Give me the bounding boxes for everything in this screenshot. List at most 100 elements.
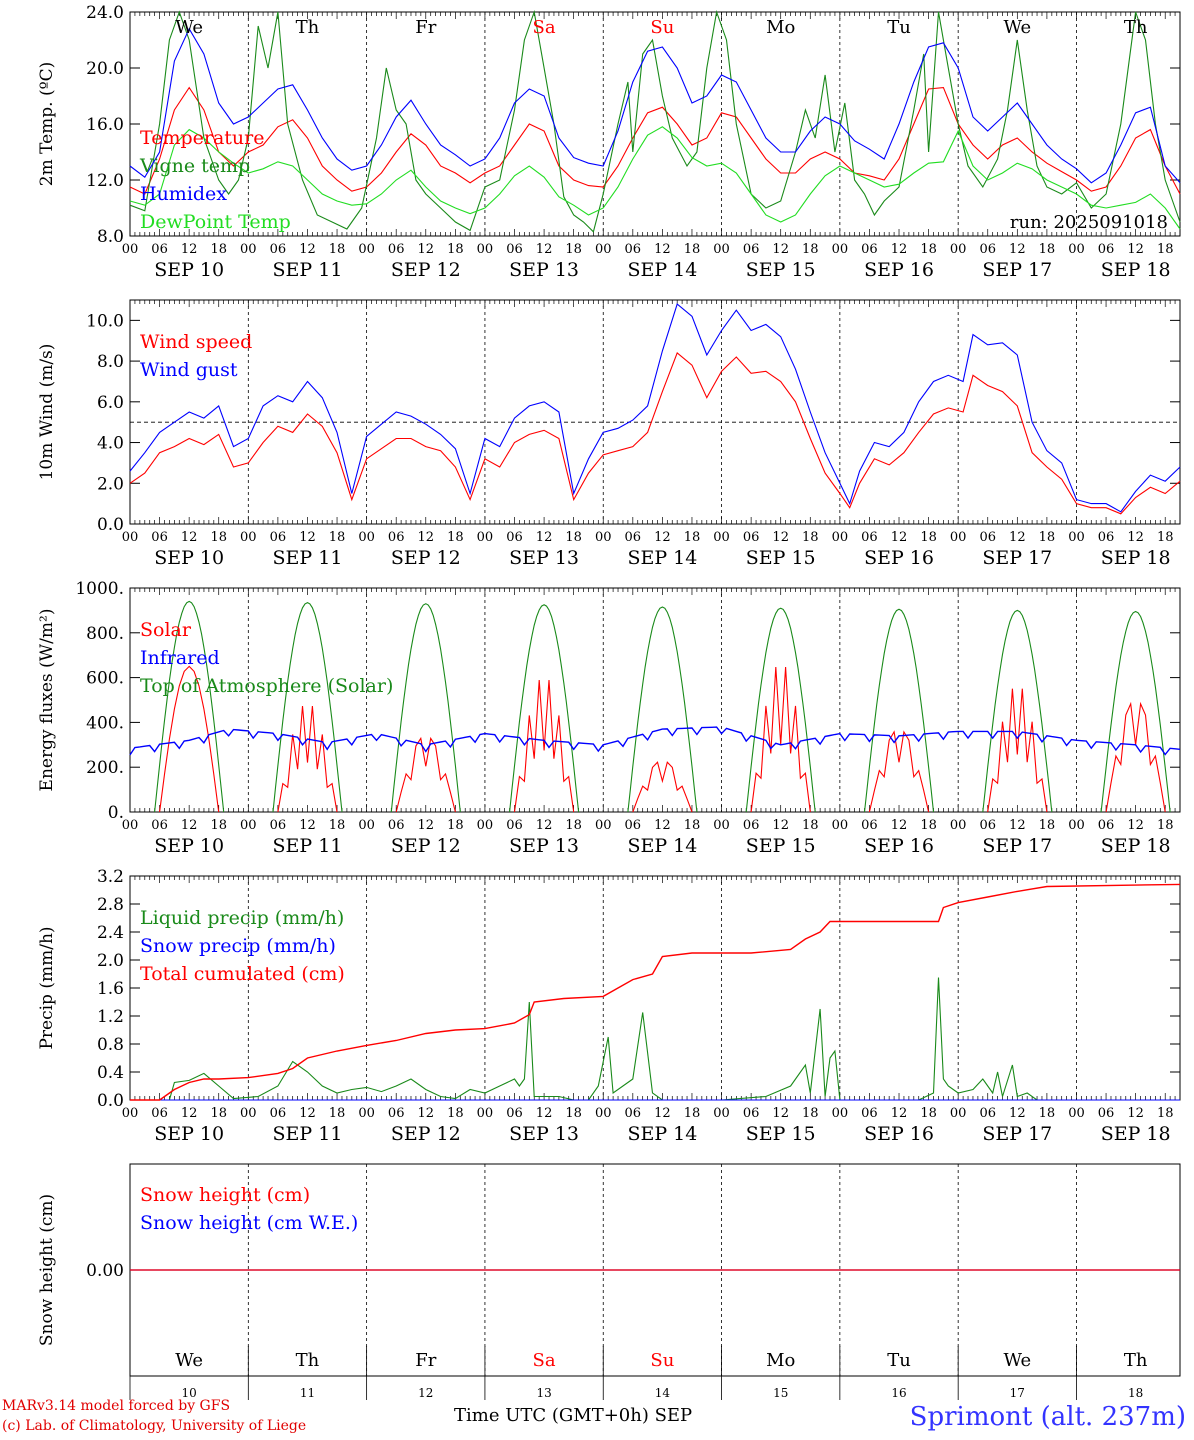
legend-dewpoint-temp: DewPoint Temp	[140, 211, 291, 233]
x-tick-label: 00	[832, 818, 849, 833]
x-tick-label: 00	[477, 1106, 494, 1121]
date-label: SEP 13	[509, 259, 579, 281]
date-label: SEP 15	[746, 1123, 816, 1145]
x-tick-label: 00	[358, 242, 375, 257]
date-label: SEP 12	[391, 547, 461, 569]
x-tick-label: 18	[684, 530, 701, 545]
x-tick-label: 06	[743, 530, 760, 545]
date-label: SEP 11	[273, 1123, 343, 1145]
date-label: SEP 10	[154, 835, 224, 857]
x-tick-label: 12	[299, 242, 316, 257]
date-label: SEP 10	[154, 1123, 224, 1145]
x-tick-label: 06	[506, 818, 523, 833]
x-tick-label: 18	[210, 530, 227, 545]
x-tick-label: 18	[1039, 818, 1056, 833]
panel-frame	[129, 587, 1181, 813]
x-tick-label: 06	[861, 242, 878, 257]
x-tick-label: 06	[1098, 530, 1115, 545]
y-tick-label: 2.0	[97, 951, 124, 971]
y-tick-label: 600.	[86, 669, 124, 689]
date-label: SEP 16	[864, 259, 934, 281]
x-tick-label: 00	[477, 530, 494, 545]
x-tick-label: 06	[979, 530, 996, 545]
x-tick-label: 06	[151, 1106, 168, 1121]
solar-curve	[277, 705, 338, 813]
toa-curve	[745, 607, 816, 813]
bottom-date: 15	[773, 1386, 788, 1400]
x-tick-label: 12	[1009, 818, 1026, 833]
y-tick-label: 800.	[86, 624, 124, 644]
day-name-label: Sa	[533, 17, 556, 38]
x-tick-label: 12	[418, 818, 435, 833]
x-tick-label: 18	[565, 1106, 582, 1121]
x-tick-label: 18	[1157, 530, 1174, 545]
x-tick-label: 12	[891, 530, 908, 545]
x-tick-label: 00	[950, 1106, 967, 1121]
x-tick-label: 06	[1098, 818, 1115, 833]
series-line	[129, 126, 1181, 230]
date-label: SEP 13	[509, 1123, 579, 1145]
x-tick-label: 00	[358, 818, 375, 833]
legend-infrared: Infrared	[140, 647, 220, 669]
x-tick-label: 18	[1039, 530, 1056, 545]
solar-curve	[1105, 701, 1166, 813]
x-tick-label: 18	[684, 818, 701, 833]
x-tick-label: 06	[979, 818, 996, 833]
x-tick-label: 18	[329, 1106, 346, 1121]
series-line	[130, 977, 1180, 1101]
x-tick-label: 06	[743, 1106, 760, 1121]
date-label: SEP 16	[864, 835, 934, 857]
legend-solar: Solar	[140, 619, 192, 641]
y-tick-label: 1.6	[97, 979, 124, 999]
y-tick-label: 4.0	[97, 434, 124, 454]
legend-wind-speed: Wind speed	[140, 331, 252, 353]
x-tick-label: 18	[920, 1106, 937, 1121]
x-tick-label: 00	[595, 818, 612, 833]
x-tick-label: 18	[802, 242, 819, 257]
x-tick-label: 06	[979, 242, 996, 257]
y-tick-label: 1000.	[75, 579, 124, 599]
legend-liquid-precip-mm-h: Liquid precip (mm/h)	[140, 907, 344, 929]
x-tick-label: 18	[1157, 1106, 1174, 1121]
solar-curve	[632, 761, 693, 813]
date-label: SEP 14	[627, 835, 697, 857]
date-label: SEP 13	[509, 547, 579, 569]
toa-curve	[390, 603, 461, 813]
x-tick-label: 00	[713, 818, 730, 833]
day-name-label: Su	[650, 17, 674, 38]
day-name-label: Fr	[415, 17, 436, 38]
toa-curve	[982, 609, 1053, 813]
series-line	[129, 27, 1181, 184]
date-label: SEP 18	[1101, 259, 1171, 281]
x-tick-label: 18	[447, 1106, 464, 1121]
y-tick-label: 2.4	[97, 923, 124, 943]
bottom-day-name: Tu	[887, 1350, 911, 1371]
date-label: SEP 17	[982, 835, 1052, 857]
credit-line-2: (c) Lab. of Climatology, University of L…	[2, 1418, 307, 1434]
x-tick-label: 00	[832, 242, 849, 257]
x-tick-label: 00	[950, 242, 967, 257]
x-tick-label: 18	[1039, 1106, 1056, 1121]
date-label: SEP 12	[391, 835, 461, 857]
series-line	[130, 883, 1181, 1101]
x-tick-label: 06	[743, 242, 760, 257]
x-tick-label: 18	[210, 242, 227, 257]
x-tick-label: 00	[122, 530, 139, 545]
x-tick-label: 18	[447, 530, 464, 545]
x-tick-label: 18	[684, 1106, 701, 1121]
credit-line-1: MARv3.14 model forced by GFS	[2, 1398, 231, 1414]
toa-curve	[154, 600, 225, 813]
x-tick-label: 18	[802, 530, 819, 545]
date-label: SEP 11	[273, 835, 343, 857]
y-tick-label: 2.8	[97, 895, 124, 915]
x-tick-label: 00	[240, 818, 257, 833]
x-tick-label: 12	[418, 242, 435, 257]
date-label: SEP 11	[273, 547, 343, 569]
date-label: SEP 15	[746, 259, 816, 281]
x-tick-label: 12	[772, 530, 789, 545]
solar-curve	[987, 688, 1048, 813]
x-tick-label: 12	[1127, 242, 1144, 257]
y-tick-label: 0.4	[97, 1063, 124, 1083]
date-label: SEP 10	[154, 547, 224, 569]
y-axis-label: Precip (mm/h)	[37, 926, 57, 1049]
